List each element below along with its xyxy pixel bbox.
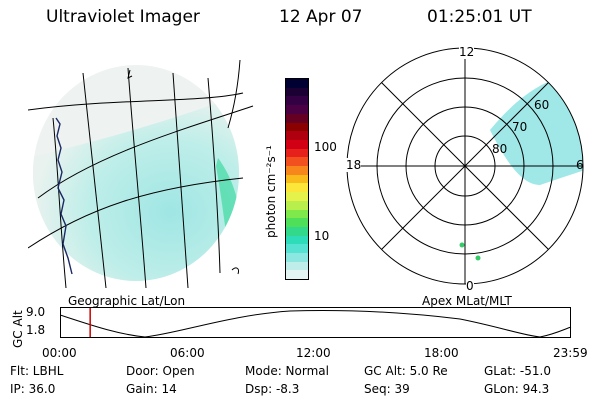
orbit-xtick-0600: 06:00 [170,346,205,360]
geographic-label: Geographic Lat/Lon [68,294,186,308]
info-glon: GLon: 94.3 [484,382,550,396]
colorbar-segment [286,244,308,254]
geographic-image [28,59,254,288]
mlt-label-12: 12 [459,45,475,59]
mlat-label-70: 70 [512,120,528,134]
colorbar-segment [286,174,308,184]
info-mode: Mode: Normal [245,364,329,378]
apex-label: Apex MLat/MLT [422,294,512,308]
info-seq: Seq: 39 [364,382,410,396]
info-dsp: Dsp: -8.3 [245,382,300,396]
colorbar-segment [286,209,308,219]
orbit-xtick-0000: 00:00 [42,346,77,360]
colorbar-segment [286,139,308,149]
orbit-ytick-low: 1.8 [26,323,46,337]
colorbar-segment [286,192,308,201]
mlt-label-18: 18 [346,158,362,172]
colorbar-segment [286,87,308,97]
colorbar-segment [286,200,308,210]
orbit-xtick-1200: 12:00 [296,346,331,360]
colorbar-segment [286,253,308,262]
colorbar-segment [286,157,308,167]
colorbar-segment [286,226,308,236]
colorbar-segment [286,218,308,227]
orbit-xtick-1800: 18:00 [424,346,459,360]
colorbar-segment [286,122,308,132]
mlat-label-80: 80 [492,142,508,156]
date-label: 12 Apr 07 [279,7,363,27]
orbit-altitude-plot [60,307,572,338]
auroral-glow [490,75,583,185]
orbit-axis-label: GC Alt [11,310,25,348]
colorbar-segment [286,261,308,271]
instrument-title: Ultraviolet Imager [46,7,200,27]
mlat-label-60: 60 [534,98,550,112]
coastline [55,117,73,275]
colorbar-segment [286,166,308,175]
colorbar-tick-100: 100 [314,140,337,154]
mlt-label-6: 6 [576,158,584,172]
colorbar-tick-10: 10 [314,229,330,243]
colorbar-segment [286,79,308,88]
colorbar-segment [286,235,308,245]
colorbar-segment [286,113,308,123]
polar-plot [346,47,584,285]
colorbar-segment [286,105,308,114]
info-flt: Flt: LBHL [10,364,64,378]
colorbar-segment [286,148,308,158]
orbit-xtick-2359: 23:59 [553,346,588,360]
colorbar-segment [286,131,308,140]
info-ip: IP: 36.0 [10,382,56,396]
colorbar-unit-label: photon cm⁻²s⁻¹ [264,145,278,238]
info-gcalt: GC Alt: 5.0 Re [364,364,448,378]
orbit-altitude-curve [60,309,572,338]
mlt-label-0: 0 [466,279,474,293]
info-door: Door: Open [126,364,195,378]
time-label: 01:25:01 UT [427,7,532,27]
orbit-ytick-high: 9.0 [26,305,46,319]
colorbar-segment [286,270,308,279]
colorbar-segment [286,183,308,193]
colorbar-segment [286,96,308,106]
info-gain: Gain: 14 [126,382,177,396]
colorbar [285,78,309,280]
info-glat: GLat: -51.0 [484,364,551,378]
